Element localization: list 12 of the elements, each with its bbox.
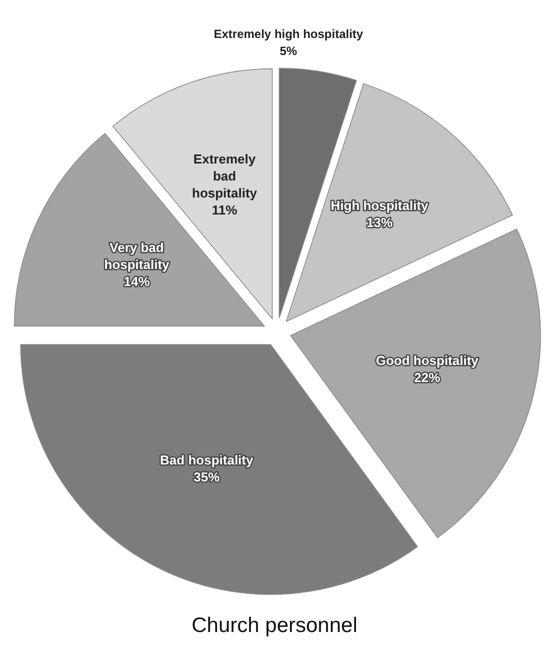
text: Church personnel [192,614,358,637]
slice-label: Very bad hospitality [104,240,170,272]
slice-label: High hospitality [330,198,430,214]
slice-label: Extremely bad hospitality [192,152,258,202]
slice-label: Extremely high hospitality [214,27,364,42]
data-label: 14% [124,274,150,290]
data-label: 35% [194,470,220,486]
data-label: 5% [280,44,298,58]
data-label: 22% [414,370,441,386]
slice-label: Good hospitality [376,353,480,368]
slice-label: Bad hospitality [160,453,254,468]
data-label: 11% [212,203,238,218]
